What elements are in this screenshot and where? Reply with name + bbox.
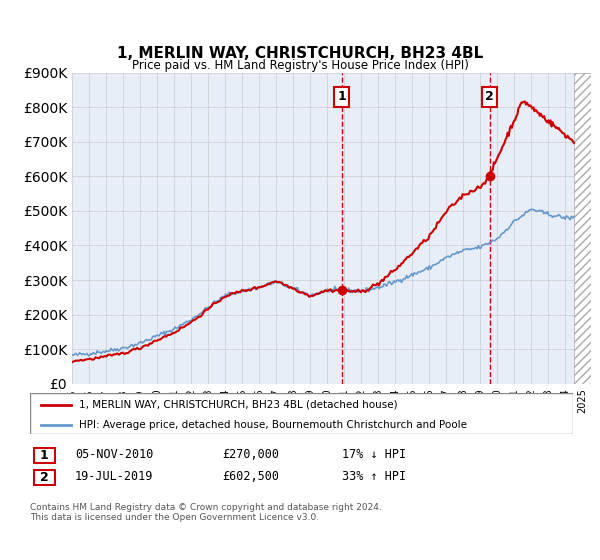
Text: £270,000: £270,000 [222, 448, 279, 461]
Text: 05-NOV-2010: 05-NOV-2010 [75, 448, 154, 461]
Text: 17% ↓ HPI: 17% ↓ HPI [342, 448, 406, 461]
FancyBboxPatch shape [30, 393, 573, 434]
Text: Price paid vs. HM Land Registry's House Price Index (HPI): Price paid vs. HM Land Registry's House … [131, 59, 469, 72]
FancyBboxPatch shape [34, 448, 55, 464]
Text: 19-JUL-2019: 19-JUL-2019 [75, 469, 154, 483]
Text: HPI: Average price, detached house, Bournemouth Christchurch and Poole: HPI: Average price, detached house, Bour… [79, 420, 467, 430]
Text: 33% ↑ HPI: 33% ↑ HPI [342, 469, 406, 483]
Text: 2: 2 [40, 470, 49, 484]
Bar [574, 73, 591, 384]
FancyBboxPatch shape [34, 469, 55, 484]
Text: £602,500: £602,500 [222, 469, 279, 483]
Text: Contains HM Land Registry data © Crown copyright and database right 2024.
This d: Contains HM Land Registry data © Crown c… [30, 503, 382, 522]
Text: 1: 1 [337, 91, 346, 104]
Text: 1: 1 [40, 449, 49, 463]
Text: 1, MERLIN WAY, CHRISTCHURCH, BH23 4BL: 1, MERLIN WAY, CHRISTCHURCH, BH23 4BL [117, 46, 483, 60]
Text: 1, MERLIN WAY, CHRISTCHURCH, BH23 4BL (detached house): 1, MERLIN WAY, CHRISTCHURCH, BH23 4BL (d… [79, 400, 397, 409]
Text: 2: 2 [485, 91, 494, 104]
